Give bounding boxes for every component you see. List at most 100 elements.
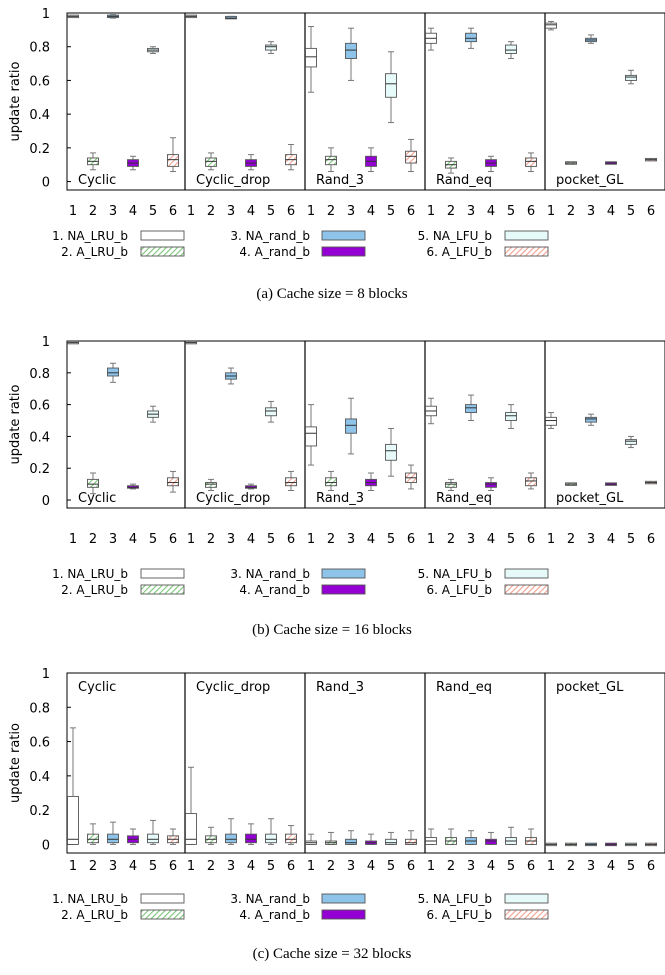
x-tick-label: 4 <box>247 859 255 874</box>
box-5 <box>625 69 637 85</box>
x-tick-label: 3 <box>467 532 475 547</box>
panel-label: Rand_eq <box>436 491 492 506</box>
box-6 <box>645 842 657 847</box>
x-tick-label: 2 <box>567 204 575 219</box>
x-tick-label: 5 <box>149 859 157 874</box>
x-tick-label: 1 <box>307 859 315 874</box>
box-body <box>625 74 637 81</box>
box-4 <box>127 483 139 490</box>
box-3 <box>585 34 597 44</box>
y-axis-label: update ratio <box>8 385 23 465</box>
box-1 <box>67 14 79 19</box>
x-tick-label: 4 <box>607 532 615 547</box>
panel-label: Rand_eq <box>436 680 492 695</box>
legend-swatch <box>140 909 185 920</box>
box-6 <box>525 828 537 845</box>
box-3 <box>225 367 237 385</box>
box-3 <box>585 413 597 426</box>
plot-frame <box>66 12 665 191</box>
box-6 <box>405 464 417 490</box>
x-tick-label: 6 <box>169 204 177 219</box>
x-tick-label: 2 <box>447 204 455 219</box>
box-body <box>525 157 537 167</box>
box-2 <box>565 482 577 486</box>
legend-label: 2. A_LRU_b <box>61 908 128 922</box>
box-2 <box>87 152 99 171</box>
x-tick-label: 3 <box>587 532 595 547</box>
box-2 <box>205 152 217 171</box>
panel-Rand_eq: Rand_eq 1 2 3 4 5 6 <box>425 680 537 874</box>
panel-Cyclic: Cyclic 1 2 3 4 5 6 <box>67 680 179 874</box>
box-body <box>625 439 637 445</box>
panel-pocket_GL: pocket_GL 1 2 3 4 5 6 <box>545 680 657 874</box>
box-body <box>107 367 119 377</box>
box-3 <box>465 830 477 845</box>
box-body <box>325 155 337 166</box>
box-3 <box>465 27 477 49</box>
box-body <box>545 416 557 426</box>
x-tick-label: 5 <box>507 204 515 219</box>
box-6 <box>645 157 657 162</box>
box-body <box>285 477 297 487</box>
legend-swatch <box>321 893 366 904</box>
y-tick-label: 0.8 <box>29 701 50 716</box>
box-2 <box>205 826 217 845</box>
box-6 <box>405 138 417 172</box>
box-body <box>265 833 277 844</box>
box-1 <box>425 397 437 425</box>
box-body <box>585 416 597 423</box>
y-tick-label: 0.6 <box>29 74 50 89</box>
y-tick-label: 0.8 <box>29 367 50 382</box>
panel-label: Cyclic <box>78 680 116 695</box>
box-body <box>107 833 119 844</box>
box-4 <box>485 831 497 845</box>
x-tick-label: 1 <box>427 859 435 874</box>
legend-swatch <box>140 584 185 595</box>
box-4 <box>365 147 377 172</box>
box-body <box>265 407 277 417</box>
y-tick-label: 0.4 <box>29 108 50 123</box>
legend-label: 5. NA_LFU_b <box>418 229 492 243</box>
x-tick-label: 5 <box>507 532 515 547</box>
x-tick-label: 4 <box>129 859 137 874</box>
box-body <box>167 477 179 487</box>
box-1 <box>67 727 79 845</box>
y-tick-label: 1 <box>42 7 50 22</box>
box-2 <box>325 470 337 492</box>
box-3 <box>107 362 119 383</box>
box-1 <box>545 412 557 429</box>
box-body <box>505 44 517 54</box>
x-tick-label: 4 <box>247 204 255 219</box>
box-3 <box>465 394 477 422</box>
box-4 <box>245 154 257 171</box>
x-tick-label: 3 <box>109 859 117 874</box>
panel-label: Rand_eq <box>436 173 492 188</box>
x-tick-label: 6 <box>287 532 295 547</box>
box-body <box>325 477 337 487</box>
box-4 <box>365 833 377 845</box>
legend-swatch <box>140 568 185 579</box>
y-tick-label: 0.8 <box>29 41 50 56</box>
box-body <box>245 833 257 844</box>
box-6 <box>167 470 179 493</box>
y-tick-label: 0.2 <box>29 804 50 819</box>
box-body <box>205 482 217 488</box>
x-tick-label: 4 <box>367 204 375 219</box>
box-2 <box>445 828 457 845</box>
panel-pocket_GL: pocket_GL 1 2 3 4 5 6 <box>545 412 657 547</box>
box-1 <box>185 14 197 19</box>
box-6 <box>285 470 297 492</box>
box-body <box>465 32 477 43</box>
box-1 <box>545 20 557 31</box>
x-tick-label: 2 <box>327 204 335 219</box>
box-body <box>345 42 357 59</box>
legend-swatch <box>504 584 549 595</box>
box-1 <box>305 404 317 466</box>
x-tick-label: 1 <box>427 532 435 547</box>
box-5 <box>385 427 397 477</box>
box-6 <box>645 480 657 485</box>
box-body <box>185 813 197 845</box>
legend-label: 1. NA_LRU_b <box>52 229 128 243</box>
y-tick-label: 0.2 <box>29 462 50 477</box>
x-tick-label: 2 <box>207 204 215 219</box>
